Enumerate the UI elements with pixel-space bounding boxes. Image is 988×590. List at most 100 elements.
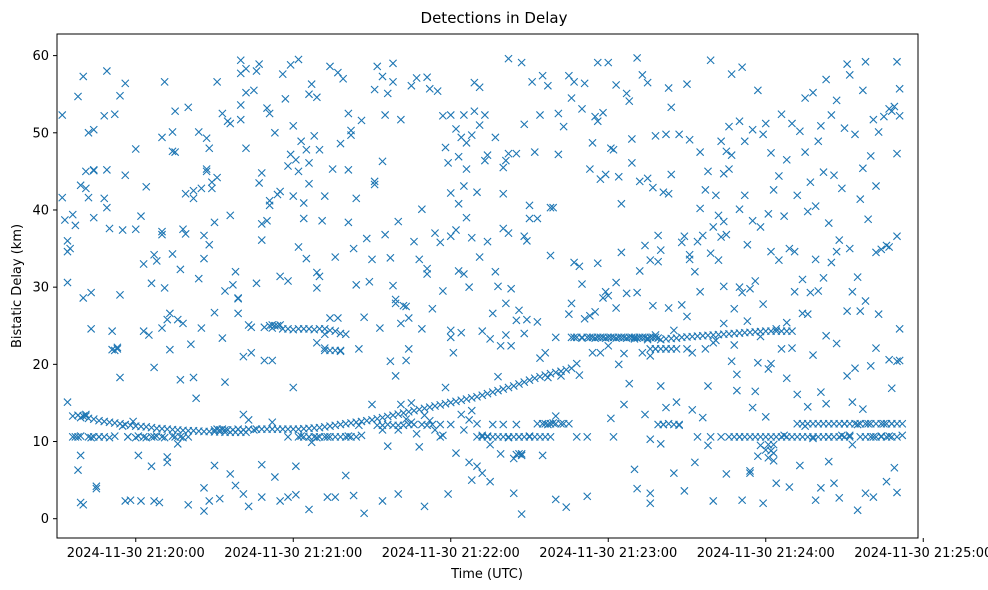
data-point-clutter xyxy=(811,496,820,505)
data-point-clutter xyxy=(218,109,227,118)
data-point-clutter xyxy=(893,419,901,428)
data-point-clutter xyxy=(291,155,300,164)
data-point-clutter xyxy=(129,417,138,426)
y-axis: 0 10 20 30 40 50 60 xyxy=(32,49,57,527)
data-point-clutter xyxy=(139,260,148,268)
data-point-clutter xyxy=(63,398,72,407)
data-point-clutter xyxy=(92,482,101,491)
data-point-clutter xyxy=(656,246,665,255)
data-point-clutter xyxy=(462,138,471,147)
data-point-clutter xyxy=(194,128,203,137)
data-point-clutter xyxy=(680,232,689,241)
data-point-clutter xyxy=(457,410,466,419)
x-tick-label: 2024-11-30 21:21:00 xyxy=(224,546,362,561)
data-point-clutter xyxy=(402,302,411,311)
data-point-clutter xyxy=(173,315,182,324)
data-point-clutter xyxy=(486,477,495,486)
data-point-clutter xyxy=(761,119,770,128)
data-point-clutter xyxy=(234,309,243,318)
data-point-clutter xyxy=(291,490,300,499)
data-point-clutter xyxy=(171,107,180,116)
data-point-clutter xyxy=(717,137,726,146)
data-point-clutter xyxy=(483,151,492,160)
data-point-clutter xyxy=(108,345,117,354)
data-point-clutter xyxy=(722,147,731,156)
data-point-clutter xyxy=(517,58,526,67)
data-point-clutter xyxy=(270,473,279,482)
data-point-clutter xyxy=(858,164,867,173)
data-point-clutter xyxy=(827,258,836,267)
data-point-clutter xyxy=(549,203,558,212)
data-point-clutter xyxy=(877,245,886,254)
data-point-clutter xyxy=(601,287,610,296)
data-point-clutter xyxy=(599,293,607,302)
data-point-clutter xyxy=(404,314,413,323)
data-point-clutter xyxy=(368,255,376,264)
data-point-clutter xyxy=(872,344,880,353)
data-point-clutter xyxy=(299,214,308,223)
y-tick-label: 40 xyxy=(32,203,49,218)
data-point-clutter xyxy=(255,178,264,187)
data-point-clutter xyxy=(344,165,353,174)
data-point-clutter xyxy=(772,479,781,488)
data-point-clutter xyxy=(265,201,274,210)
data-point-clutter xyxy=(176,375,185,384)
data-point-clutter xyxy=(819,273,828,282)
data-point-clutter xyxy=(662,403,670,412)
data-point-clutter xyxy=(155,498,164,507)
data-point-clutter xyxy=(853,506,862,515)
data-point-clutter xyxy=(753,358,762,367)
data-point-clutter xyxy=(664,189,673,198)
data-point-clutter xyxy=(853,420,862,429)
data-point-clutter xyxy=(499,163,508,172)
data-point-clutter xyxy=(777,110,786,119)
data-point-clutter xyxy=(176,265,185,274)
data-point-clutter xyxy=(433,87,442,96)
data-point-clutter xyxy=(717,233,726,241)
data-point-clutter xyxy=(470,107,479,116)
data-point-clutter xyxy=(142,182,151,191)
data-point-clutter xyxy=(604,341,613,350)
data-point-clutter xyxy=(609,432,618,441)
data-point-clutter xyxy=(465,415,474,424)
x-axis-label: Time (UTC) xyxy=(450,567,523,582)
data-point-clutter xyxy=(452,124,460,133)
data-point-clutter xyxy=(100,194,109,203)
data-point-clutter xyxy=(205,240,214,249)
data-point-clutter xyxy=(504,54,513,63)
data-point-clutter xyxy=(116,373,124,382)
data-point-clutter xyxy=(213,173,222,182)
data-point-clutter xyxy=(557,371,565,380)
data-point-clutter xyxy=(81,410,90,419)
data-point-clutter xyxy=(202,167,211,176)
data-point-clutter xyxy=(331,253,340,262)
data-point-clutter xyxy=(895,84,904,93)
data-point-clutter xyxy=(874,128,883,137)
data-point-clutter xyxy=(774,172,783,181)
data-point-clutter xyxy=(494,432,502,441)
data-point-clutter xyxy=(184,103,193,112)
data-point-clutter xyxy=(706,249,715,258)
data-point-clutter xyxy=(242,88,250,97)
data-point-clutter xyxy=(795,127,804,136)
data-point-clutter xyxy=(759,130,768,139)
data-point-clutter xyxy=(391,295,400,304)
data-point-clutter xyxy=(473,462,481,471)
data-point-track xyxy=(562,365,571,374)
data-point-clutter xyxy=(126,496,135,505)
data-point-track xyxy=(525,376,534,385)
data-point-clutter xyxy=(158,230,166,239)
data-point-clutter xyxy=(76,181,85,190)
data-point-clutter xyxy=(612,80,621,89)
data-point-clutter xyxy=(488,420,497,429)
data-point-clutter xyxy=(714,256,723,265)
data-point-clutter xyxy=(806,178,815,187)
data-point-clutter xyxy=(68,432,77,441)
data-point-clutter xyxy=(764,453,773,462)
data-point-clutter xyxy=(58,111,67,120)
data-point-clutter xyxy=(71,432,80,441)
data-point-clutter xyxy=(698,413,707,422)
data-point-clutter xyxy=(714,211,723,220)
data-point-clutter xyxy=(265,109,274,118)
